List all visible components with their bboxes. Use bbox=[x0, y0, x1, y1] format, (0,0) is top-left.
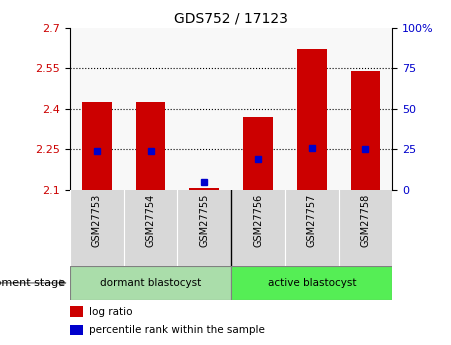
Text: GSM27757: GSM27757 bbox=[307, 194, 317, 247]
Bar bbox=[297, 49, 327, 190]
Bar bbox=[82, 102, 111, 190]
Bar bbox=[70, 266, 231, 300]
Text: percentile rank within the sample: percentile rank within the sample bbox=[89, 325, 265, 335]
Text: GSM27758: GSM27758 bbox=[360, 194, 371, 247]
Text: development stage: development stage bbox=[0, 278, 65, 288]
Text: active blastocyst: active blastocyst bbox=[267, 278, 356, 288]
Bar bbox=[231, 266, 392, 300]
Text: GSM27754: GSM27754 bbox=[146, 194, 156, 247]
Text: dormant blastocyst: dormant blastocyst bbox=[100, 278, 201, 288]
Bar bbox=[136, 102, 166, 190]
Text: GSM27755: GSM27755 bbox=[199, 194, 209, 247]
Bar bbox=[70, 306, 83, 317]
Text: log ratio: log ratio bbox=[89, 307, 133, 317]
Bar bbox=[351, 71, 380, 190]
Text: GSM27756: GSM27756 bbox=[253, 194, 263, 247]
Title: GDS752 / 17123: GDS752 / 17123 bbox=[174, 11, 288, 25]
Bar bbox=[243, 117, 273, 190]
Bar bbox=[70, 325, 83, 335]
Text: GSM27753: GSM27753 bbox=[92, 194, 102, 247]
Bar bbox=[189, 188, 219, 190]
